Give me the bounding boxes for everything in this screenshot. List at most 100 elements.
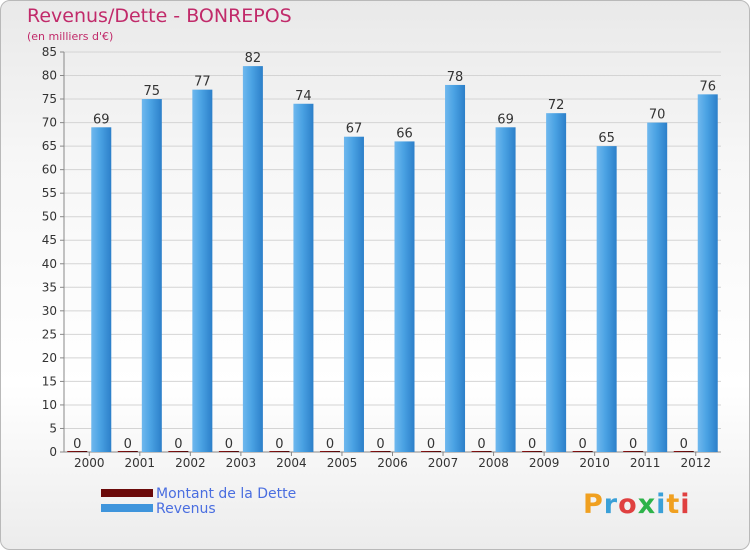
logo-letter: t (666, 489, 681, 520)
data-label-revenus: 78 (447, 70, 464, 85)
y-tick-label: 75 (42, 92, 57, 106)
data-label-revenus: 69 (497, 112, 514, 127)
data-label-debt: 0 (579, 437, 587, 452)
bar-revenus (141, 99, 162, 452)
x-tick-label: 2012 (680, 456, 711, 470)
x-tick-label: 2006 (377, 456, 408, 470)
data-label-revenus: 65 (598, 131, 615, 146)
y-tick-label: 25 (42, 327, 57, 341)
x-tick-label: 2005 (327, 456, 358, 470)
chart-subtitle: (en milliers d'€) (27, 30, 114, 43)
y-tick-label: 85 (42, 45, 57, 59)
bar-revenus (242, 66, 263, 452)
data-label-debt: 0 (326, 437, 334, 452)
x-tick-label: 2002 (175, 456, 206, 470)
bar-debt (370, 451, 391, 452)
bar-debt (471, 451, 492, 452)
bar-revenus (91, 127, 112, 452)
bar-layer (67, 66, 718, 453)
logo-letter: P (583, 489, 604, 520)
data-label-debt: 0 (427, 437, 435, 452)
y-tick-label: 60 (42, 163, 57, 177)
logo-letter: o (618, 489, 638, 520)
data-label-revenus: 74 (295, 89, 312, 104)
x-tick-label: 2008 (478, 456, 509, 470)
bar-debt (269, 451, 290, 452)
x-tick-label: 2000 (74, 456, 105, 470)
label-layer: 0 5 10 15 20 25 30 35 40 45 50 55 60 65 70 75 80 85 2000 0 6… (42, 45, 716, 470)
data-label-debt: 0 (124, 437, 132, 452)
y-tick-label: 10 (42, 398, 57, 412)
y-tick-label: 20 (42, 351, 57, 365)
y-tick-label: 0 (49, 445, 57, 459)
y-tick-label: 80 (42, 69, 57, 83)
bar-revenus (596, 146, 617, 452)
bar-debt (623, 451, 644, 452)
bar-revenus (343, 136, 364, 453)
y-tick-label: 70 (42, 116, 57, 130)
data-label-revenus: 77 (194, 75, 211, 90)
data-label-revenus: 75 (144, 84, 161, 99)
x-tick-label: 2009 (529, 456, 560, 470)
data-label-debt: 0 (680, 437, 688, 452)
data-label-debt: 0 (376, 437, 384, 452)
bar-revenus (394, 141, 415, 453)
proxiti-logo: Proxiti (583, 489, 691, 520)
legend-label-debt: Montant de la Dette (156, 486, 297, 502)
bar-debt (673, 451, 694, 452)
bar-debt (421, 451, 442, 452)
bar-debt (522, 451, 543, 452)
y-tick-label: 50 (42, 210, 57, 224)
logo-letter: r (603, 489, 619, 520)
chart-title: Revenus/Dette - BONREPOS (27, 5, 292, 27)
data-label-debt: 0 (73, 437, 81, 452)
data-label-revenus: 69 (93, 112, 110, 127)
y-tick-label: 35 (42, 280, 57, 294)
bar-debt (572, 451, 593, 452)
x-tick-label: 2003 (226, 456, 257, 470)
y-tick-label: 65 (42, 139, 57, 153)
x-tick-label: 2010 (579, 456, 610, 470)
bar-revenus (546, 113, 567, 453)
bar-revenus (445, 84, 466, 453)
logo-letter: i (656, 489, 667, 520)
bar-debt (67, 451, 88, 452)
bar-debt (319, 451, 340, 452)
bar-revenus (192, 89, 213, 452)
bar-revenus (293, 103, 314, 452)
data-label-revenus: 70 (649, 108, 666, 123)
data-label-debt: 0 (528, 437, 536, 452)
data-label-debt: 0 (225, 437, 233, 452)
logo-letter: x (637, 489, 657, 520)
data-label-revenus: 76 (699, 79, 716, 94)
y-tick-label: 5 (49, 421, 57, 435)
y-tick-label: 45 (42, 233, 57, 247)
data-label-debt: 0 (275, 437, 283, 452)
data-label-debt: 0 (174, 437, 182, 452)
bar-revenus (647, 122, 668, 453)
bar-debt (218, 451, 239, 452)
data-label-revenus: 82 (245, 51, 262, 66)
data-label-revenus: 72 (548, 98, 565, 113)
data-label-revenus: 66 (396, 126, 413, 141)
data-label-debt: 0 (477, 437, 485, 452)
logo-letter: i (680, 489, 691, 520)
data-label-debt: 0 (629, 437, 637, 452)
x-tick-label: 2007 (428, 456, 459, 470)
x-tick-label: 2011 (630, 456, 661, 470)
x-tick-label: 2004 (276, 456, 307, 470)
legend-swatch-debt (101, 489, 153, 497)
bar-revenus (495, 127, 516, 452)
y-tick-label: 55 (42, 186, 57, 200)
legend-label-revenus: Revenus (156, 501, 216, 517)
x-tick-label: 2001 (125, 456, 156, 470)
bar-revenus (697, 94, 718, 453)
y-tick-label: 15 (42, 374, 57, 388)
y-tick-label: 30 (42, 304, 57, 318)
data-label-revenus: 67 (346, 122, 363, 137)
bar-debt (168, 451, 189, 452)
bar-debt (117, 451, 138, 452)
legend-swatch-revenus (101, 504, 153, 512)
